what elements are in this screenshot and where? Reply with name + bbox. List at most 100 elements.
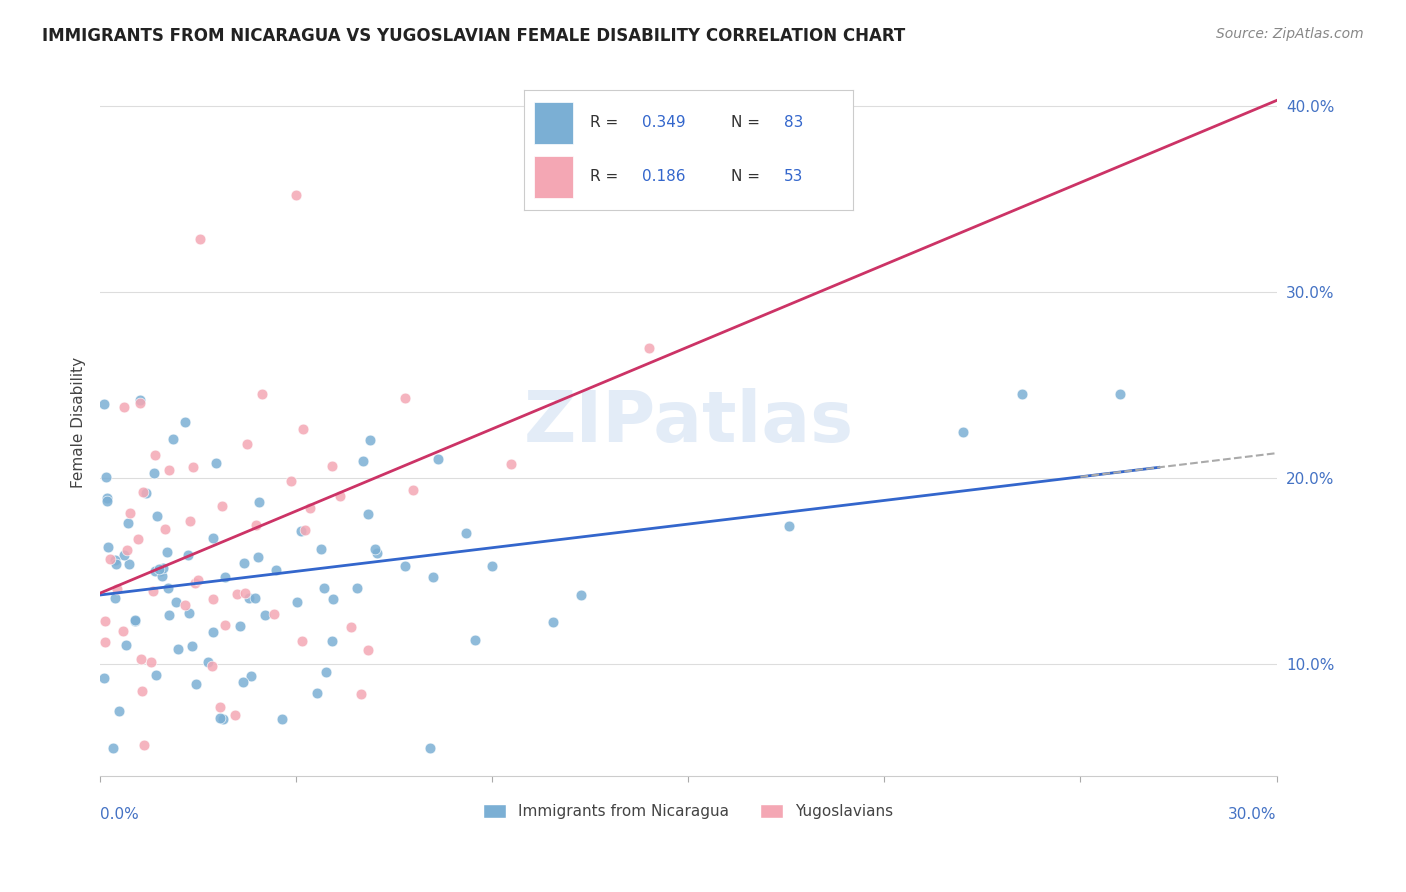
Point: [157, 463, 180, 477]
Point: [264, 563, 287, 577]
Point: [93, 671, 115, 685]
Point: [104, 553, 127, 567]
Point: [159, 608, 181, 623]
Point: [233, 586, 256, 600]
Point: [238, 591, 260, 605]
Point: [174, 415, 197, 429]
Point: [145, 668, 167, 682]
Point: [197, 655, 219, 669]
Point: [569, 588, 592, 602]
Point: [202, 592, 225, 607]
Point: [226, 587, 249, 601]
Point: [104, 591, 127, 606]
Text: 30.0%: 30.0%: [1227, 806, 1277, 822]
Point: [454, 525, 477, 540]
Point: [114, 638, 136, 652]
Point: [211, 499, 233, 513]
Point: [117, 516, 139, 530]
Point: [129, 395, 152, 409]
Point: [778, 518, 800, 533]
Point: [291, 422, 314, 436]
Point: [156, 545, 179, 559]
Point: [321, 459, 343, 474]
Point: [149, 564, 172, 578]
Point: [340, 620, 363, 634]
Point: [253, 607, 276, 622]
Point: [209, 711, 232, 725]
Point: [132, 738, 155, 752]
Point: [157, 581, 180, 595]
Point: [245, 518, 267, 533]
Point: [96, 469, 118, 483]
Point: [419, 741, 441, 756]
Point: [93, 397, 115, 411]
Point: [236, 437, 259, 451]
Point: [270, 712, 292, 726]
Point: [214, 570, 236, 584]
Point: [162, 432, 184, 446]
Point: [322, 592, 344, 607]
Point: [167, 641, 190, 656]
Point: [190, 232, 212, 246]
Point: [97, 540, 120, 554]
Point: [952, 425, 974, 439]
Point: [350, 687, 373, 701]
Point: [118, 506, 141, 520]
Point: [179, 606, 201, 620]
Point: [105, 582, 128, 597]
Point: [638, 341, 661, 355]
Point: [250, 387, 273, 401]
Point: [180, 639, 202, 653]
Point: [352, 454, 374, 468]
Point: [127, 532, 149, 546]
Point: [232, 674, 254, 689]
Point: [108, 704, 131, 718]
Point: [394, 558, 416, 573]
Point: [298, 501, 321, 516]
Point: [1011, 387, 1033, 401]
Point: [208, 699, 231, 714]
Point: [346, 581, 368, 595]
Point: [112, 400, 135, 414]
Point: [135, 486, 157, 500]
Point: [112, 624, 135, 639]
Point: [183, 575, 205, 590]
Point: [363, 541, 385, 556]
Point: [201, 531, 224, 545]
Point: [246, 549, 269, 564]
Point: [309, 542, 332, 557]
Point: [579, 183, 602, 197]
Point: [177, 548, 200, 562]
Text: ZIPatlas: ZIPatlas: [523, 388, 853, 457]
Point: [394, 392, 416, 406]
Point: [499, 457, 522, 471]
Point: [104, 557, 127, 571]
Point: [329, 489, 352, 503]
Point: [321, 634, 343, 648]
Text: 0.0%: 0.0%: [100, 806, 139, 822]
Point: [315, 665, 337, 680]
Point: [150, 569, 173, 583]
Point: [142, 583, 165, 598]
Point: [280, 474, 302, 488]
Point: [263, 607, 285, 621]
Legend: Immigrants from Nicaragua, Yugoslavians: Immigrants from Nicaragua, Yugoslavians: [477, 797, 900, 825]
Point: [291, 633, 314, 648]
Point: [366, 546, 388, 560]
Point: [481, 559, 503, 574]
Point: [165, 595, 187, 609]
Point: [96, 494, 118, 508]
Point: [290, 524, 312, 538]
Point: [94, 614, 117, 628]
Point: [181, 460, 204, 475]
Point: [294, 524, 316, 538]
Point: [541, 615, 564, 629]
Point: [426, 452, 449, 467]
Point: [359, 433, 381, 447]
Point: [101, 741, 124, 756]
Point: [357, 508, 380, 522]
Point: [112, 548, 135, 562]
Point: [143, 466, 166, 480]
Point: [402, 483, 425, 498]
Point: [229, 618, 252, 632]
